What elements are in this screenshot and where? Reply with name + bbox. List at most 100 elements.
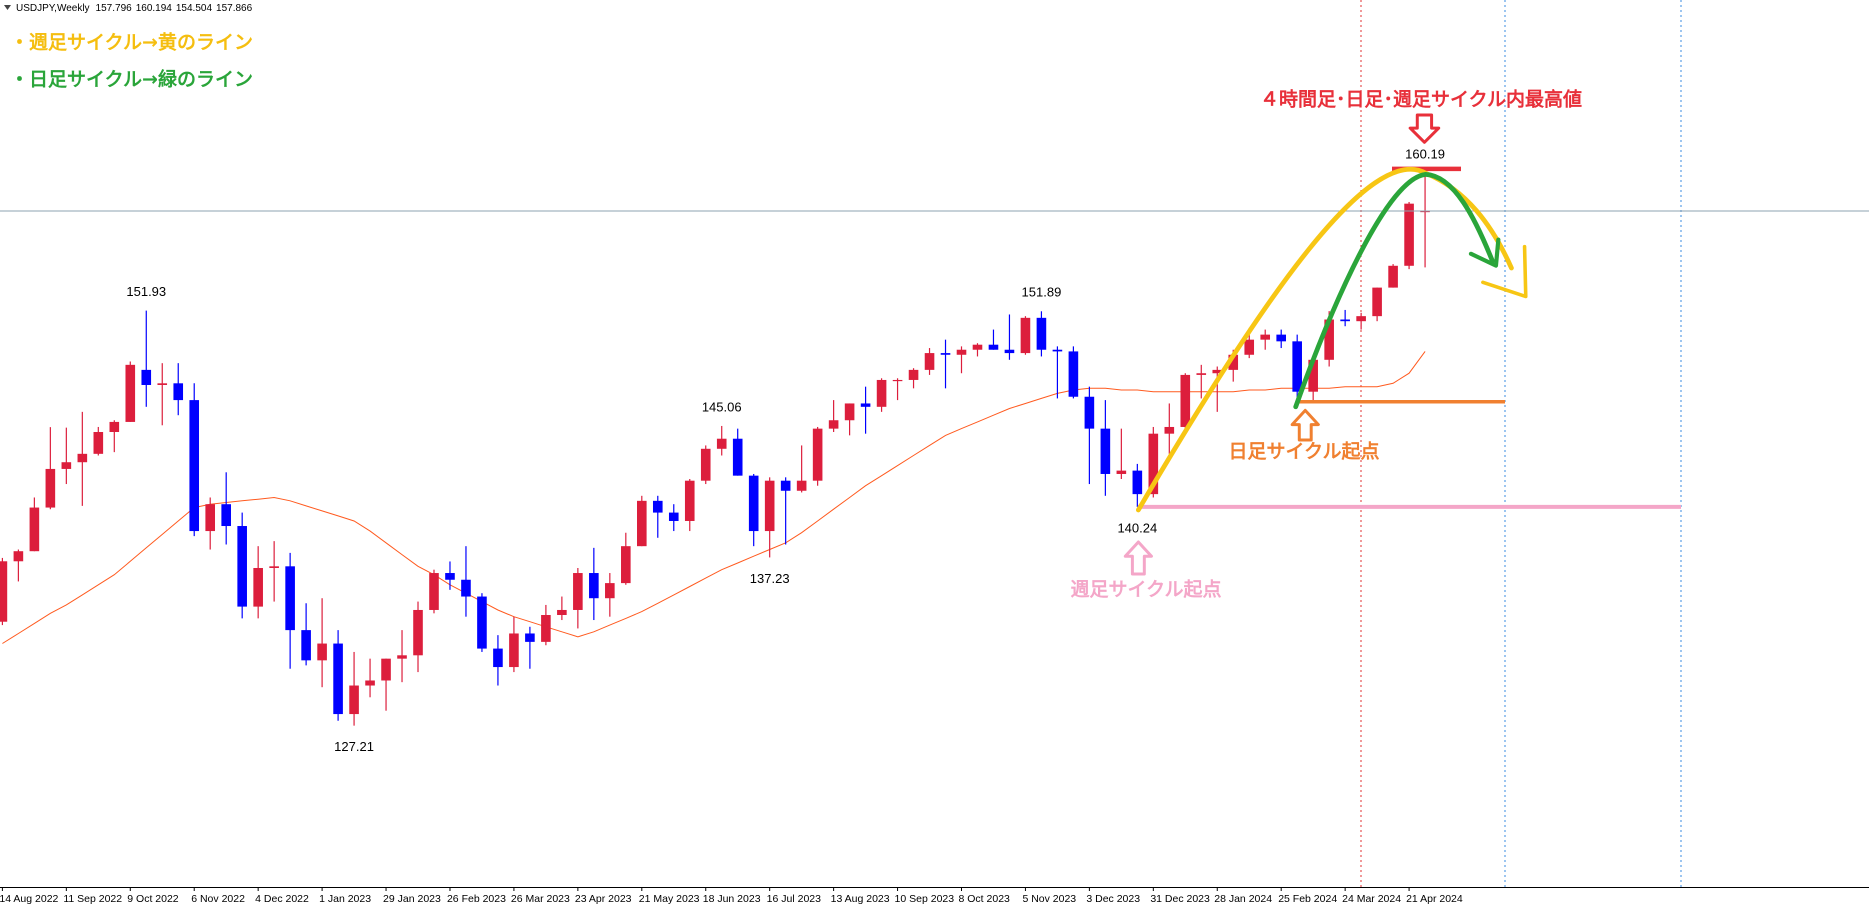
candle-body [1180,374,1191,427]
candle-body [621,546,631,584]
candle-body [1356,316,1366,322]
candle-body [700,448,711,481]
candle-body [381,658,391,681]
x-tick-label: 5 Nov 2023 [1022,893,1076,905]
x-tick-label: 18 Jun 2023 [703,893,761,905]
candle-body [796,480,807,491]
candle-body [397,655,407,659]
levels [0,166,1869,509]
high-value: 160.194 [136,3,173,14]
peak-label: 160.19 [1405,146,1445,161]
drawings [1123,113,1528,576]
peak-note: ４時間足･日足･週足サイクル内最高値 [1260,88,1582,111]
candle-body [221,504,231,527]
candle-body [1388,265,1398,288]
candle-body [589,573,599,599]
candle-body [525,633,535,642]
x-tick-label: 21 Apr 2024 [1406,893,1463,905]
symbol: USDJPY,Weekly [16,3,90,14]
candle-body [652,500,663,513]
x-tick-label: 23 Apr 2023 [575,893,632,905]
candle-body [828,420,839,429]
extreme-label: 140.24 [1117,520,1157,535]
candle-body [269,566,279,568]
weekly-start-arrow [1123,540,1153,576]
header-icon [4,5,11,10]
candle-body [237,526,247,607]
labels: 151.93 145.06 137.23 127.21 151.89 140.24 160.… [126,146,1445,754]
candle-body [573,573,583,610]
candle-body [1068,351,1079,397]
candle-body [1260,334,1271,340]
candle-body [125,364,136,422]
candle-body [892,379,903,382]
extreme-label: 127.21 [334,739,374,754]
candle-body [301,630,311,661]
x-tick-label: 13 Aug 2023 [831,893,890,905]
candle-body [477,596,487,649]
x-tick-label: 9 Oct 2022 [127,893,179,905]
candle-body [285,566,295,631]
candle-body [13,551,24,562]
candle-body [1196,373,1207,375]
candle-body [45,468,56,508]
open-value: 157.796 [96,3,133,14]
candle-body [764,480,775,532]
x-tick-label: 26 Mar 2023 [511,893,570,905]
candle-body [1372,287,1382,317]
candle-body [61,462,72,469]
candle-body [141,369,152,385]
extreme-label: 151.89 [1022,285,1062,300]
candle-body [940,353,951,355]
candle-body [1004,349,1015,354]
daily-legend: ・日足サイクル→緑のライン [10,68,253,91]
candle-body [972,344,983,350]
x-tick-label: 31 Dec 2023 [1150,893,1210,905]
candle-body [1084,396,1095,429]
weekly-cycle-arc [1135,166,1514,513]
candle-body [956,349,967,355]
extreme-label: 137.23 [750,571,790,586]
candle-body [29,507,40,552]
candle-body [205,504,216,532]
candle-body [812,428,823,481]
x-tick-label: 29 Jan 2023 [383,893,441,905]
candle-body [1340,319,1350,322]
x-tick-label: 16 Jul 2023 [767,893,821,905]
x-tick-label: 6 Nov 2022 [191,893,245,905]
candle-body [748,475,759,532]
candle-body [860,403,871,407]
candle-body [1244,339,1255,355]
daily-cycle-arc [1293,171,1495,410]
candle-body [1164,426,1175,434]
candle-body [1036,317,1047,350]
candle-body [908,369,919,380]
x-tick-label: 4 Dec 2022 [255,893,309,905]
candle-body [509,633,519,668]
candle-body [1132,470,1143,495]
candle-body [429,573,439,610]
candle-body [716,438,727,449]
x-tick-label: 25 Feb 2024 [1278,893,1337,905]
header: USDJPY,Weekly 157.796 160.194 154.504 157.86… [16,3,253,14]
candle-body [924,353,935,370]
candle-body [109,421,120,432]
candle-body [605,583,615,599]
candle-body [413,609,423,656]
candle-body [1148,433,1159,495]
candle-body [637,500,647,547]
weekly-start-note: 週足サイクル起点 [1070,579,1221,601]
candle-body [557,609,567,616]
extreme-label: 151.93 [126,284,166,299]
candle-body [93,431,104,454]
candle-body [445,573,455,580]
x-tick-label: 21 May 2023 [639,893,700,905]
extreme-label: 145.06 [702,399,742,414]
x-tick-label: 24 Mar 2024 [1342,893,1401,905]
x-tick-label: 10 Sep 2023 [895,893,955,905]
peak-arrow [1408,113,1441,144]
candle-body [189,400,200,532]
candle-body [317,643,327,661]
x-tick-label: 26 Feb 2023 [447,893,506,905]
